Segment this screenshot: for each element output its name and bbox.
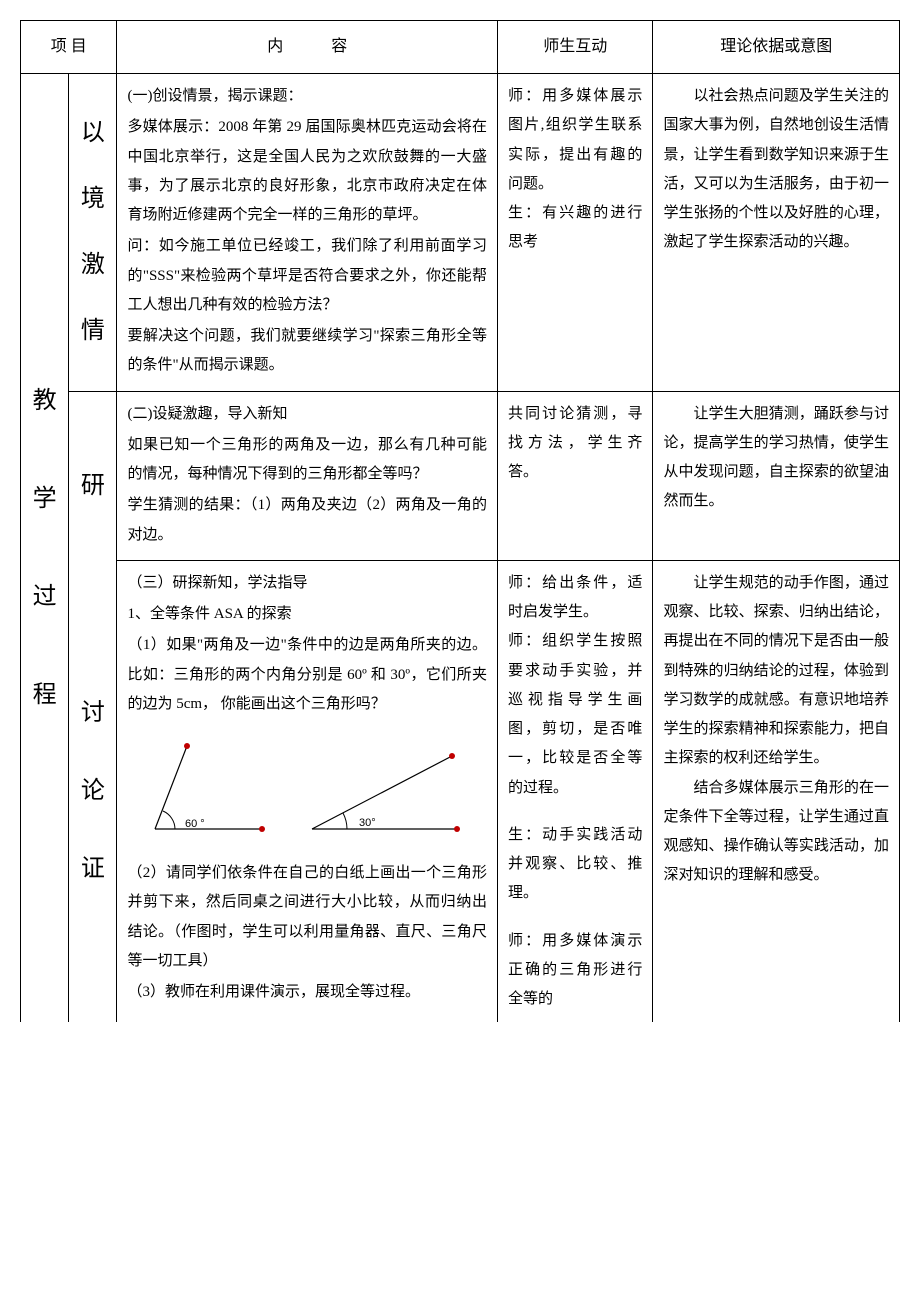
angle-30-diagram: 30° — [297, 741, 477, 841]
angle-30-label: 30° — [359, 817, 376, 829]
interaction-text: 生：有兴趣的进行思考 — [508, 199, 642, 258]
header-interaction: 师生互动 — [498, 21, 653, 74]
content-text: (一)创设情景，揭示课题： — [127, 82, 487, 111]
content-text: （1）如果"两角及一边"条件中的边是两角所夹的边。比如：三角形的两个内角分别是 … — [127, 631, 487, 719]
interaction-text: 师：组织学生按照要求动手实验，并巡视指导学生画图，剪切，是否唯一，比较是否全等的… — [508, 627, 642, 803]
char-process1: 过 — [31, 573, 58, 621]
interaction-text: 师：用多媒体展示图片,组织学生联系实际，提出有趣的问题。 — [508, 82, 642, 199]
content-text: 问：如今施工单位已经竣工，我们除了利用前面学习的"SSS"来检验两个草坪是否符合… — [127, 232, 487, 320]
lesson-plan-table: 项 目 内 容 师生互动 理论依据或意图 教 学 过 程 以 境 激 情 (一)… — [20, 20, 900, 1022]
char-process2: 程 — [31, 671, 58, 719]
interaction-text: 共同讨论猜测，寻找方法，学生齐答。 — [508, 400, 642, 488]
angle-diagram: 60 ° 30° — [127, 731, 487, 841]
header-rationale: 理论依据或意图 — [653, 21, 900, 74]
phase-label-1: 以 境 激 情 — [69, 74, 117, 392]
phase-label-3: 讨 论 证 — [69, 560, 117, 1022]
content-text: (二)设疑激趣，导入新知 — [127, 400, 487, 429]
interaction-cell-1: 师：用多媒体展示图片,组织学生联系实际，提出有趣的问题。 生：有兴趣的进行思考 — [498, 74, 653, 392]
angle-60-label: 60 ° — [185, 818, 205, 830]
interaction-text: 师：给出条件，适时启发学生。 — [508, 569, 642, 628]
angle-60-diagram: 60 ° — [137, 731, 277, 841]
phase3-char1: 讨 — [79, 689, 106, 737]
interaction-text: 师：用多媒体演示正确的三角形进行全等的 — [508, 927, 642, 1015]
phase-label-2: 研 — [69, 391, 117, 560]
rationale-text: 让学生规范的动手作图，通过观察、比较、探索、归纳出结论，再提出在不同的情况下是否… — [663, 569, 889, 774]
phase2-char1: 研 — [79, 462, 106, 510]
content-cell-2: (二)设疑激趣，导入新知 如果已知一个三角形的两角及一边，那么有几种可能的情况，… — [117, 391, 498, 560]
phase3-char3: 证 — [79, 845, 106, 893]
content-text: 要解决这个问题，我们就要继续学习"探索三角形全等的条件"从而揭示课题。 — [127, 322, 487, 381]
content-text: （2）请同学们依条件在自己的白纸上画出一个三角形并剪下来，然后同桌之间进行大小比… — [127, 859, 487, 976]
header-project: 项 目 — [21, 21, 117, 74]
phase1-char2: 境 — [79, 175, 106, 223]
rationale-cell-1: 以社会热点问题及学生关注的国家大事为例，自然地创设生活情景，让学生看到数学知识来… — [653, 74, 900, 392]
content-text: （三）研探新知，学法指导 — [127, 569, 487, 598]
header-content: 内 容 — [117, 21, 498, 74]
interaction-cell-3: 师：给出条件，适时启发学生。 师：组织学生按照要求动手实验，并巡视指导学生画图，… — [498, 560, 653, 1022]
content-text: （3）教师在利用课件演示，展现全等过程。 — [127, 978, 487, 1007]
content-cell-3: （三）研探新知，学法指导 1、全等条件 ASA 的探索 （1）如果"两角及一边"… — [117, 560, 498, 1022]
rationale-text: 让学生大胆猜测，踊跃参与讨论，提高学生的学习热情，使学生从中发现问题，自主探索的… — [663, 400, 889, 517]
phase1-char4: 情 — [79, 307, 106, 355]
phase1-char3: 激 — [79, 241, 106, 289]
rationale-text: 结合多媒体展示三角形的在一定条件下全等过程，让学生通过直观感知、操作确认等实践活… — [663, 774, 889, 891]
table-row: 教 学 过 程 以 境 激 情 (一)创设情景，揭示课题： 多媒体展示：2008… — [21, 74, 900, 392]
phase3-char2: 论 — [79, 767, 106, 815]
interaction-cell-2: 共同讨论猜测，寻找方法，学生齐答。 — [498, 391, 653, 560]
content-text: 如果已知一个三角形的两角及一边，那么有几种可能的情况，每种情况下得到的三角形都全… — [127, 431, 487, 490]
header-row: 项 目 内 容 师生互动 理论依据或意图 — [21, 21, 900, 74]
rationale-cell-2: 让学生大胆猜测，踊跃参与讨论，提高学生的学习热情，使学生从中发现问题，自主探索的… — [653, 391, 900, 560]
char-study: 学 — [31, 475, 58, 523]
table-row: 研 (二)设疑激趣，导入新知 如果已知一个三角形的两角及一边，那么有几种可能的情… — [21, 391, 900, 560]
content-text: 多媒体展示：2008 年第 29 届国际奥林匹克运动会将在中国北京举行，这是全国… — [127, 113, 487, 230]
rationale-cell-3: 让学生规范的动手作图，通过观察、比较、探索、归纳出结论，再提出在不同的情况下是否… — [653, 560, 900, 1022]
rationale-text: 以社会热点问题及学生关注的国家大事为例，自然地创设生活情景，让学生看到数学知识来… — [663, 82, 889, 258]
phase1-char1: 以 — [79, 109, 106, 157]
char-teach: 教 — [31, 377, 58, 425]
content-text: 学生猜测的结果：（1）两角及夹边（2）两角及一角的对边。 — [127, 491, 487, 550]
left-column-label: 教 学 过 程 — [21, 74, 69, 1023]
content-text: 1、全等条件 ASA 的探索 — [127, 600, 487, 629]
interaction-text: 生：动手实践活动并观察、比较、推理。 — [508, 821, 642, 909]
table-row: 讨 论 证 （三）研探新知，学法指导 1、全等条件 ASA 的探索 （1）如果"… — [21, 560, 900, 1022]
content-cell-1: (一)创设情景，揭示课题： 多媒体展示：2008 年第 29 届国际奥林匹克运动… — [117, 74, 498, 392]
